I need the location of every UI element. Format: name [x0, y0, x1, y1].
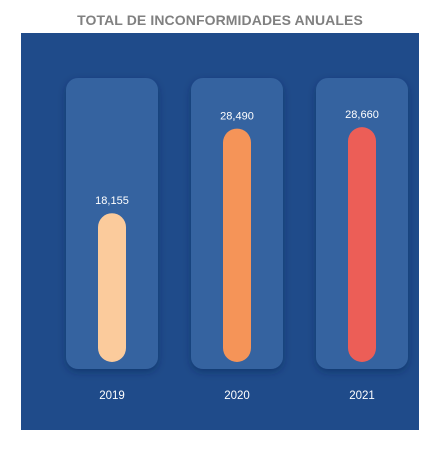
bar-2020: [223, 128, 251, 362]
bar-2019: [98, 213, 126, 362]
category-label-2019: 2019: [99, 390, 125, 402]
chart-panel: 18,155 2019 28,490 2020 28,660 2021: [21, 33, 419, 430]
category-label-2021: 2021: [349, 390, 375, 402]
category-label-2020: 2020: [224, 390, 250, 402]
data-label-2019: 18,155: [95, 195, 129, 207]
data-label-2020: 28,490: [220, 111, 254, 123]
chart-title: TOTAL DE INCONFORMIDADES ANUALES: [77, 12, 363, 28]
bar-2021: [348, 127, 376, 362]
data-label-2021: 28,660: [345, 109, 379, 121]
bar-chart: 18,155 2019 28,490 2020 28,660 2021: [66, 78, 408, 402]
